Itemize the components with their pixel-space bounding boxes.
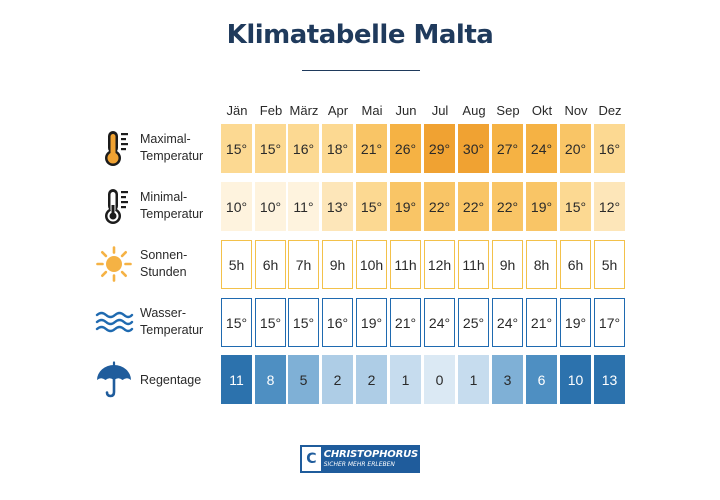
table-cell: 19°	[560, 298, 591, 347]
table-cell: 1	[458, 355, 489, 404]
table-cell: 15°	[255, 124, 286, 173]
table-cell: 19°	[526, 182, 557, 231]
table-cell: 5	[288, 355, 319, 404]
row-label: Wasser- Temperatur	[140, 306, 204, 337]
table-cell: 22°	[492, 182, 523, 231]
month-header: Nov	[564, 103, 588, 118]
title-divider	[302, 70, 420, 71]
table-cell: 3	[492, 355, 523, 404]
table-cell: 5h	[594, 240, 625, 289]
table-cell: 13	[594, 355, 625, 404]
table-cell: 17°	[594, 298, 625, 347]
waves-icon	[94, 302, 134, 342]
table-cell: 18°	[322, 124, 353, 173]
month-header: Okt	[531, 103, 553, 118]
table-cell: 27°	[492, 124, 523, 173]
table-cell: 8h	[526, 240, 557, 289]
table-cell: 12h	[424, 240, 455, 289]
table-cell: 7h	[288, 240, 319, 289]
table-cell: 22°	[458, 182, 489, 231]
table-cell: 16°	[322, 298, 353, 347]
table-cell: 24°	[492, 298, 523, 347]
logo-name: CHRISTOPHORUS	[323, 449, 418, 460]
table-cell: 19°	[390, 182, 421, 231]
row-label: Regentage	[140, 372, 202, 387]
table-cell: 8	[255, 355, 286, 404]
table-cell: 21°	[526, 298, 557, 347]
month-header: Dez	[598, 103, 622, 118]
table-cell: 24°	[424, 298, 455, 347]
table-cell: 10	[560, 355, 591, 404]
month-header: Aug	[462, 103, 486, 118]
table-cell: 26°	[390, 124, 421, 173]
month-header: Apr	[327, 103, 349, 118]
table-cell: 15°	[221, 298, 252, 347]
table-cell: 15°	[560, 182, 591, 231]
table-cell: 10°	[255, 182, 286, 231]
logo-badge: C	[302, 447, 321, 471]
table-cell: 2	[356, 355, 387, 404]
sun-icon	[94, 244, 134, 284]
table-cell: 6h	[255, 240, 286, 289]
table-cell: 25°	[458, 298, 489, 347]
table-cell: 10h	[356, 240, 387, 289]
table-cell: 21°	[390, 298, 421, 347]
table-cell: 9h	[492, 240, 523, 289]
table-cell: 20°	[560, 124, 591, 173]
month-header: Feb	[259, 103, 283, 118]
table-cell: 15°	[356, 182, 387, 231]
christophorus-logo: C CHRISTOPHORUS SICHER MEHR ERLEBEN	[300, 445, 420, 473]
table-cell: 6	[526, 355, 557, 404]
month-header: März	[289, 103, 319, 118]
table-cell: 2	[322, 355, 353, 404]
table-cell: 21°	[356, 124, 387, 173]
table-cell: 13°	[322, 182, 353, 231]
logo-tagline: SICHER MEHR ERLEBEN	[323, 461, 395, 468]
table-cell: 16°	[594, 124, 625, 173]
table-cell: 16°	[288, 124, 319, 173]
month-header: Sep	[496, 103, 520, 118]
table-cell: 24°	[526, 124, 557, 173]
row-label: Sonnen- Stunden	[140, 248, 188, 279]
row-label: Minimal- Temperatur	[140, 190, 204, 221]
table-cell: 9h	[322, 240, 353, 289]
table-cell: 29°	[424, 124, 455, 173]
table-cell: 0	[424, 355, 455, 404]
table-cell: 1	[390, 355, 421, 404]
table-cell: 11h	[458, 240, 489, 289]
thermometer-hot-icon	[97, 128, 137, 168]
table-cell: 19°	[356, 298, 387, 347]
table-cell: 11	[221, 355, 252, 404]
table-cell: 11°	[288, 182, 319, 231]
umbrella-icon	[94, 360, 134, 400]
table-cell: 15°	[255, 298, 286, 347]
page-title: Klimatabelle Malta	[226, 20, 494, 50]
thermometer-cold-icon	[97, 186, 137, 226]
table-cell: 6h	[560, 240, 591, 289]
table-cell: 11h	[390, 240, 421, 289]
table-cell: 10°	[221, 182, 252, 231]
table-cell: 12°	[594, 182, 625, 231]
month-header: Jul	[431, 103, 449, 118]
logo-wordmark: CHRISTOPHORUS SICHER MEHR ERLEBEN	[321, 449, 418, 469]
row-label: Maximal- Temperatur	[140, 132, 204, 163]
table-cell: 5h	[221, 240, 252, 289]
table-cell: 22°	[424, 182, 455, 231]
month-header: Mai	[361, 103, 383, 118]
table-cell: 15°	[288, 298, 319, 347]
table-cell: 15°	[221, 124, 252, 173]
month-header: Jän	[226, 103, 248, 118]
month-header: Jun	[395, 103, 417, 118]
table-cell: 30°	[458, 124, 489, 173]
